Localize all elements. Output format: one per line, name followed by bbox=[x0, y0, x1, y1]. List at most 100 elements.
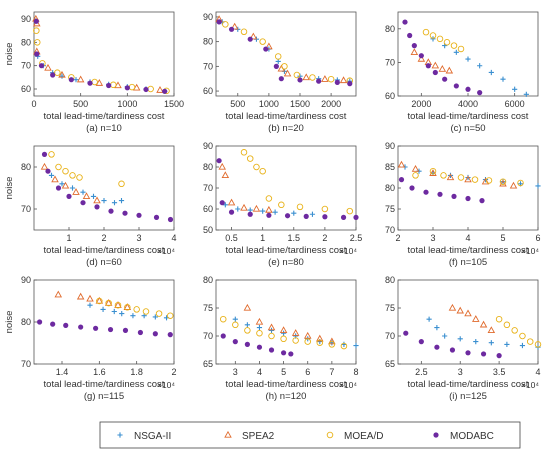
panel-caption: (i) n=125 bbox=[449, 391, 487, 402]
modabc-point bbox=[303, 213, 309, 219]
y-tick-label: 70 bbox=[203, 183, 213, 193]
series-spea bbox=[218, 162, 273, 213]
spea-point bbox=[479, 320, 488, 328]
moead-point bbox=[114, 301, 122, 309]
moead-point bbox=[33, 27, 40, 34]
moead-point bbox=[296, 203, 304, 211]
spea-point bbox=[243, 303, 252, 311]
x-tick-label: 3 bbox=[136, 233, 141, 243]
legend-label-modabc: MODABC bbox=[450, 431, 494, 442]
modabc-point bbox=[398, 177, 405, 183]
spea-point bbox=[255, 317, 264, 325]
modabc-point bbox=[268, 347, 275, 353]
panel-5: 0.5 1 1.5 2 2.5 50 60 70 80 90 total lead-time/tar… bbox=[203, 141, 362, 268]
nsga-point bbox=[519, 342, 526, 349]
legend-marker-moead bbox=[326, 431, 334, 439]
spea-point bbox=[249, 32, 258, 40]
modabc-point bbox=[106, 82, 112, 89]
nsga-point bbox=[457, 336, 463, 342]
x-tick-label: 4 bbox=[465, 233, 470, 243]
panel-7: 1.4 1.6 1.8 2 70 80 90 noise total lead-time/tar… bbox=[4, 275, 177, 402]
nsga-point bbox=[442, 333, 448, 339]
x-tick-label: 0 bbox=[31, 99, 36, 109]
x-tick-label: 0.5 bbox=[225, 233, 238, 243]
moead-point bbox=[412, 172, 419, 179]
legend-label-nsga: NSGA-II bbox=[134, 431, 171, 442]
moead-point bbox=[219, 315, 227, 323]
x-tick-label: 2 bbox=[322, 233, 327, 243]
series-moead bbox=[412, 167, 524, 187]
nsga-point bbox=[69, 185, 76, 191]
y-tick-label: 90 bbox=[203, 12, 213, 22]
panel-3: 2000 4000 6000 60 70 80 total lead-time/tardin… bbox=[385, 11, 539, 134]
y-tick-label: 70 bbox=[385, 225, 395, 235]
series-spea bbox=[448, 303, 496, 334]
modabc-point bbox=[453, 83, 459, 89]
series-spea bbox=[54, 290, 132, 310]
moead-point bbox=[256, 329, 263, 337]
modabc-point bbox=[425, 63, 431, 69]
panel-caption: (d) n=60 bbox=[86, 257, 122, 268]
modabc-point bbox=[340, 214, 347, 220]
x-axis-label: total lead-time/tardiness cost bbox=[226, 245, 347, 256]
nsga-point bbox=[244, 322, 250, 328]
modabc-point bbox=[442, 76, 448, 82]
modabc-point bbox=[297, 77, 303, 83]
series-modabc bbox=[33, 18, 168, 94]
panel-caption: (b) n=20 bbox=[268, 123, 304, 134]
legend-box bbox=[99, 421, 521, 449]
series-spea bbox=[243, 303, 336, 345]
x-axis-label: total lead-time/tardiness cost bbox=[44, 111, 165, 122]
spea-point bbox=[429, 169, 437, 176]
moead-point bbox=[429, 167, 437, 175]
x-tick-label: 1500 bbox=[164, 99, 184, 109]
x-multiplier: ×10⁴ bbox=[521, 380, 539, 390]
spea-point bbox=[446, 173, 455, 181]
x-axis-label: total lead-time/tardiness cost bbox=[226, 111, 347, 122]
spea-point bbox=[51, 175, 59, 183]
moead-point bbox=[346, 207, 354, 215]
spea-point bbox=[93, 196, 101, 204]
modabc-point bbox=[124, 85, 130, 91]
modabc-point bbox=[68, 77, 74, 83]
modabc-point bbox=[244, 341, 250, 347]
nsga-point bbox=[309, 211, 316, 217]
x-multiplier: ×10⁴ bbox=[339, 246, 357, 256]
spea-point bbox=[283, 69, 292, 77]
panel-caption: (h) n=120 bbox=[266, 391, 307, 402]
moead-point bbox=[503, 321, 511, 329]
nsga-point bbox=[111, 200, 118, 206]
nsga-point bbox=[260, 208, 266, 214]
nsga-point bbox=[434, 325, 440, 331]
nsga-point bbox=[90, 193, 97, 199]
spea-point bbox=[321, 75, 329, 82]
x-axis-label: total lead-time/tardiness cost bbox=[408, 379, 529, 390]
panel-1: 0 500 1000 1500 60 70 80 90 noise total lead-time… bbox=[4, 11, 184, 134]
y-tick-label: 90 bbox=[21, 275, 31, 285]
modabc-point bbox=[137, 329, 143, 336]
nsga-point bbox=[73, 77, 79, 83]
modabc-point bbox=[480, 351, 487, 357]
modabc-point bbox=[33, 18, 39, 24]
nsga-point bbox=[291, 210, 297, 216]
nsga-point bbox=[119, 311, 125, 317]
x-tick-label: 3.5 bbox=[493, 367, 506, 377]
panel-6: 2 3 4 5 6 70 75 80 85 90 total lead-time/tardiness… bbox=[385, 141, 541, 268]
moead-point bbox=[240, 149, 248, 156]
modabc-point bbox=[465, 350, 471, 356]
nsga-point bbox=[256, 325, 263, 331]
spea-point bbox=[509, 181, 518, 189]
series-modabc bbox=[41, 151, 174, 223]
plot-frame bbox=[397, 279, 539, 365]
modabc-point bbox=[80, 200, 86, 206]
spea-point bbox=[156, 86, 164, 93]
moead-point bbox=[443, 38, 451, 46]
x-tick-label: 1.8 bbox=[130, 367, 143, 377]
series-modabc bbox=[37, 319, 173, 338]
x-multiplier: ×10⁴ bbox=[157, 246, 175, 256]
modabc-point bbox=[266, 212, 272, 218]
y-tick-label: 70 bbox=[203, 331, 213, 341]
x-tick-label: 3 bbox=[233, 367, 238, 377]
y-tick-label: 60 bbox=[385, 91, 395, 101]
modabc-point bbox=[451, 193, 457, 199]
